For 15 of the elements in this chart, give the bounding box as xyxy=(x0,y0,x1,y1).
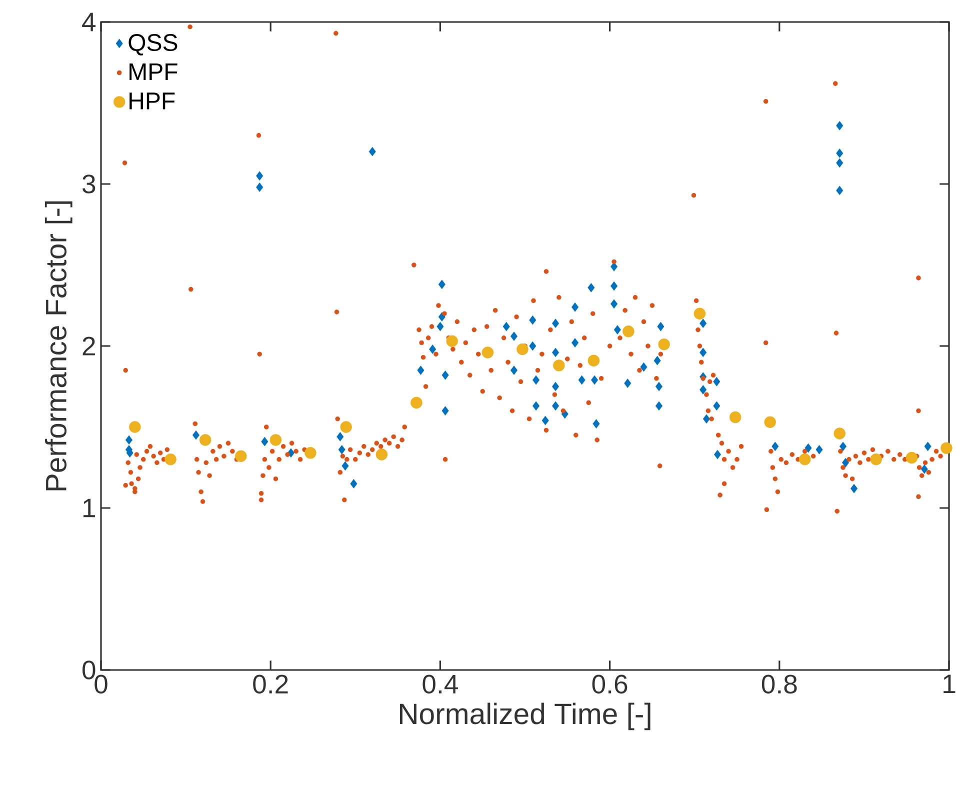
legend-label: MPF xyxy=(130,63,178,80)
y-tick-label: 4 xyxy=(82,12,96,32)
legend-label: HPF xyxy=(130,92,175,110)
y-tick-label: 3 xyxy=(82,174,96,194)
x-tick-label: 0.8 xyxy=(762,674,797,694)
x-tick-label: 0.2 xyxy=(253,674,288,694)
y-axis-title: Performance Factor [-] xyxy=(44,201,72,490)
y-tick-label: 1 xyxy=(83,498,95,518)
x-tick-label: 0.4 xyxy=(422,674,458,694)
y-tick-label: 0 xyxy=(82,660,96,680)
x-tick-label: 1 xyxy=(944,674,956,694)
y-tick-label: 2 xyxy=(82,336,95,356)
x-axis-title: Normalized Time [-] xyxy=(400,702,650,730)
x-tick-label: 0.6 xyxy=(592,674,628,694)
legend-label: QSS xyxy=(128,34,178,56)
